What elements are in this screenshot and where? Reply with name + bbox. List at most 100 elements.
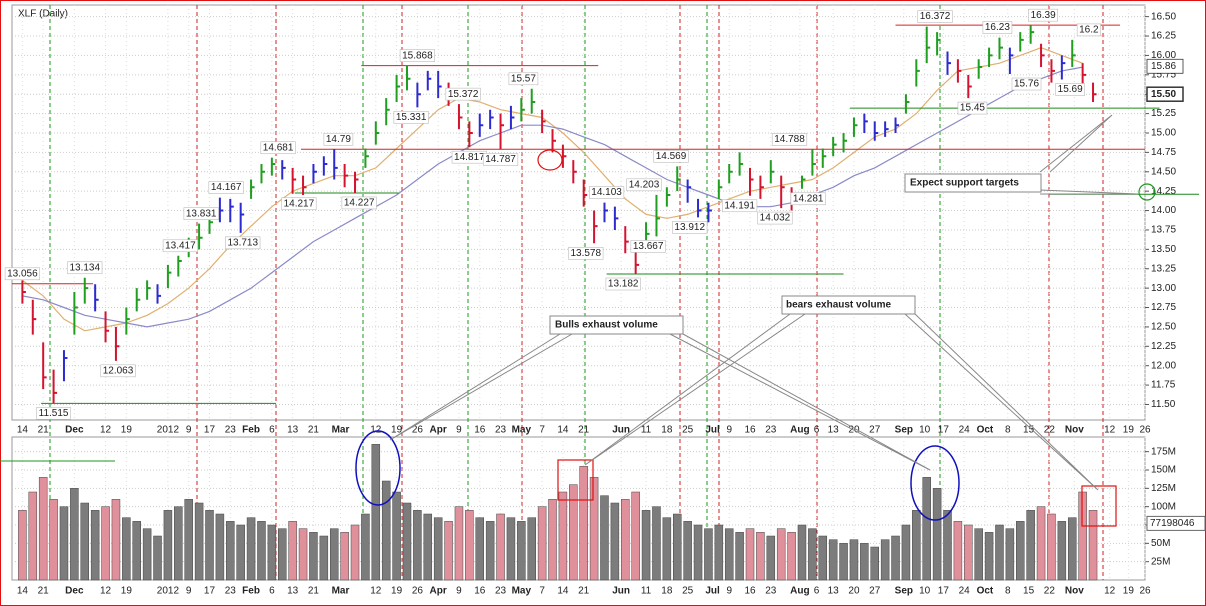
price-label-box (1076, 23, 1101, 37)
volume-panel (11, 436, 1146, 581)
x-tick-label: 13 (828, 586, 840, 597)
chart-title: XLF (Daily) (18, 9, 68, 20)
x-tick-label: 9 (726, 586, 732, 597)
x-tick-label: Feb (242, 425, 260, 436)
price-label: 14.032 (760, 213, 791, 224)
y-tick-label: 14.50 (1151, 166, 1176, 177)
x-tick-label: 15 (1023, 425, 1035, 436)
price-label-box (508, 72, 539, 86)
x-tick-label: Sep (895, 425, 913, 436)
price-label: 13.578 (570, 248, 601, 259)
x-tick-label: 13 (287, 425, 299, 436)
x-tick-label: 12 (1104, 586, 1116, 597)
volume-bar (641, 510, 651, 581)
volume-bar (329, 528, 339, 581)
x-tick-label: 12 (100, 425, 112, 436)
x-tick-label: 23 (495, 425, 507, 436)
price-label-box (917, 10, 953, 23)
price-label: 14.103 (591, 187, 622, 198)
price-label-box (341, 196, 377, 210)
volume-bar (1067, 517, 1077, 581)
price-label: 14.788 (774, 134, 805, 145)
volume-bar (995, 524, 1004, 581)
volume-bar (350, 524, 360, 581)
price-bar (665, 187, 671, 207)
price-label-box (393, 111, 429, 124)
price-label-box (281, 197, 317, 211)
price-bar (1019, 32, 1024, 52)
volume-bar (392, 491, 401, 581)
price-label: 15.69 (1058, 84, 1083, 95)
price-label: 16.23 (985, 22, 1010, 33)
volume-bar (319, 535, 329, 581)
x-tick-label: Aug (790, 586, 809, 597)
y-tick-label: 14.75 (1151, 147, 1176, 158)
price-label-box (4, 267, 40, 281)
x-tick-label: Nov (1065, 586, 1084, 597)
price-bar (769, 160, 775, 184)
price-label: 12.063 (103, 365, 134, 376)
price-label-box (653, 150, 689, 163)
price-bar (925, 26, 931, 64)
price-label: 15.76 (1014, 79, 1039, 90)
callout-line (669, 333, 931, 471)
x-tick-label: 21 (38, 586, 50, 597)
y-tick-label: 11.50 (1151, 399, 1176, 410)
volume-bar (787, 532, 796, 581)
x-tick-label: 20 (848, 586, 860, 597)
volume-bar (340, 532, 349, 581)
volume-bar (704, 528, 713, 581)
price-bar (842, 132, 848, 153)
volume-bar (101, 506, 110, 581)
y-tick-label: 15.75 (1151, 69, 1176, 80)
volume-bar (267, 524, 277, 581)
price-bar (561, 144, 567, 168)
x-tick-label: 10 (919, 425, 931, 436)
volume-bar (361, 513, 370, 581)
volume-bar (621, 499, 630, 581)
price-bar (437, 70, 442, 99)
volume-bar (828, 539, 838, 581)
x-tick-label: Oct (977, 586, 994, 597)
x-tick-label: 21 (578, 586, 590, 597)
x-tick-label: Jul (705, 425, 720, 436)
price-bar (956, 59, 962, 83)
price-label-box (162, 239, 198, 253)
y-tick-label: 100M (1151, 501, 1176, 512)
price-bar (146, 280, 151, 300)
price-bar (281, 160, 286, 180)
volume-bar (111, 499, 121, 581)
price-tag: 15.50 (1151, 89, 1176, 100)
x-tick-label: 12 (370, 586, 382, 597)
price-bar (135, 288, 141, 312)
volume-bar (153, 535, 162, 581)
x-tick-label: 22 (1044, 425, 1056, 436)
price-label: 14.167 (211, 182, 242, 193)
price-label: 15.57 (511, 73, 536, 84)
x-tick-label: 14 (17, 586, 29, 597)
price-bar (717, 179, 723, 199)
y-tick-label: 12.50 (1151, 322, 1176, 333)
x-tick-label: 9 (456, 586, 462, 597)
price-label: 15.372 (448, 89, 479, 100)
volume-bar (1026, 510, 1035, 581)
price-bar (73, 292, 78, 335)
price-bar (852, 117, 858, 137)
x-tick-label: Jun (612, 425, 630, 436)
x-tick-label: 16 (744, 586, 756, 597)
volume-bar (672, 513, 682, 581)
price-bar (229, 198, 234, 223)
price-bar (156, 284, 162, 304)
x-tick-label: 14 (557, 425, 569, 436)
price-label: 14.227 (344, 198, 375, 209)
volume-bar (1088, 510, 1098, 581)
price-bar (728, 164, 733, 184)
price-bar (260, 164, 265, 184)
volume-bar (714, 524, 724, 581)
price-bar (780, 175, 785, 209)
price-label: 15.868 (402, 50, 433, 61)
x-tick-label: 6 (269, 425, 275, 436)
x-tick-label: Jun (612, 586, 630, 597)
price-bar (863, 113, 868, 133)
